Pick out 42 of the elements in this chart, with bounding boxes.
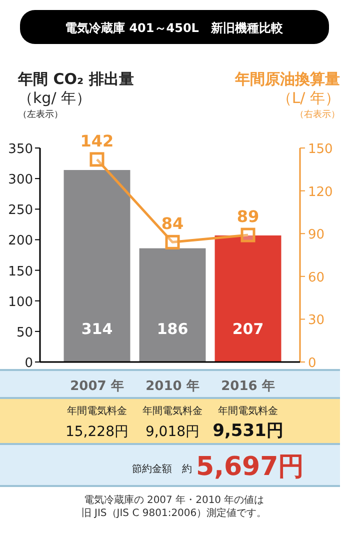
text: 年間電気料金 [66, 405, 127, 417]
y2-tick-label: 30 [308, 313, 325, 328]
point [90, 152, 104, 167]
data-label: 89 [236, 207, 260, 226]
x-tick-label: 2007 年 [70, 379, 124, 394]
text: 15,228円 [65, 424, 128, 440]
text: 年間電気料金 [142, 405, 202, 417]
data-label: 142 [80, 131, 114, 150]
x-tick-label: 2016 年 [221, 379, 275, 394]
data-label: 84 [161, 214, 184, 234]
y2-tick-label: 60 [308, 270, 325, 286]
y2-tick-label: 0 [308, 356, 316, 371]
text: 年間電気料金 [218, 405, 278, 417]
data-label: 314 [81, 320, 113, 338]
text: 節約金額 約 [132, 463, 192, 475]
bar [139, 248, 206, 362]
bar [214, 235, 282, 362]
y-axis-title: 年間 CO₂ 排出量（kg/ 年）（左表示） [17, 70, 134, 120]
point [240, 228, 256, 242]
y-tick-label: 250 [8, 203, 33, 218]
y-tick-label: 100 [8, 294, 33, 310]
text: 電気冷蔵庫の 2007 年・2010 年の値は [84, 494, 264, 506]
text: 旧 JIS（JIS C 9801:2006）測定値です。 [81, 507, 267, 519]
data-label: 186 [156, 320, 188, 338]
y2-tick-label: 120 [308, 184, 333, 200]
y-tick-label: 200 [8, 234, 33, 249]
y2-axis-title: 年間原油換算量（L/ 年）（右表示） [234, 70, 340, 120]
y-tick-label: 0 [24, 356, 33, 371]
point [165, 234, 180, 250]
y-tick-label: 150 [8, 264, 33, 280]
bar [64, 170, 130, 362]
text: 5,697円 [196, 452, 304, 482]
chart-title: 電気冷蔵庫 401～450L 新旧機種比較 [65, 21, 284, 35]
text: 9,018円 [145, 424, 200, 440]
y-tick-label: 300 [8, 172, 33, 188]
y2-tick-label: 150 [308, 142, 333, 157]
y-tick-label: 50 [16, 325, 33, 340]
y2-tick-label: 90 [308, 228, 325, 243]
x-tick-label: 2010 年 [146, 379, 200, 394]
y-tick-label: 350 [8, 142, 33, 157]
data-label: 207 [232, 320, 264, 338]
text: 9,531円 [212, 421, 284, 441]
